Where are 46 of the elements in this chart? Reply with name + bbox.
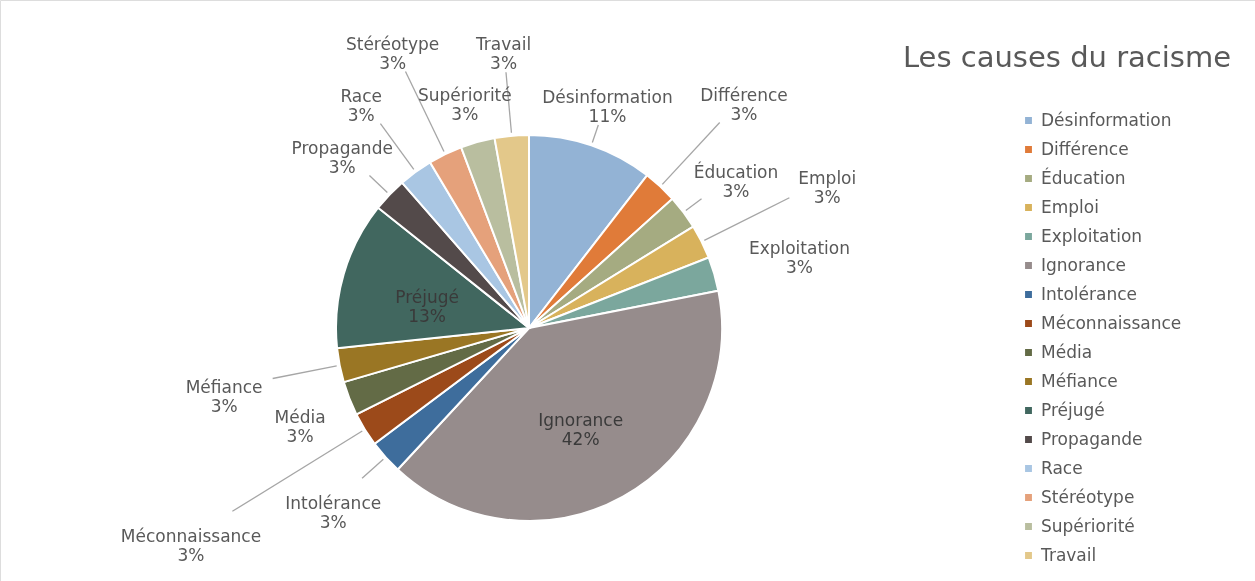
slice-label: Méconnaissance: [120, 525, 262, 546]
slice-label: Propagande: [291, 138, 393, 159]
legend-label: Méconnaissance: [1041, 312, 1182, 333]
data-label: 3%: [286, 425, 314, 446]
data-label: 3%: [319, 512, 347, 533]
slice-label: Exploitation: [748, 237, 850, 258]
legend-label: Exploitation: [1041, 225, 1143, 246]
legend-label: Média: [1041, 341, 1093, 362]
legend-label: Race: [1041, 457, 1083, 478]
legend-label: Intolérance: [1041, 283, 1138, 304]
legend-label: Propagande: [1041, 428, 1143, 449]
slice-label: Stéréotype: [345, 33, 440, 54]
data-label: 3%: [210, 396, 238, 417]
legend-label: Ignorance: [1041, 254, 1126, 275]
legend-label: Désinformation: [1041, 109, 1172, 130]
data-label: 11%: [588, 106, 627, 127]
slice-label: Média: [274, 406, 326, 427]
slice-label: Supériorité: [417, 84, 512, 105]
data-label: 3%: [730, 104, 758, 125]
slice-label: Éducation: [693, 160, 779, 182]
slice-label: Race: [340, 86, 383, 107]
slice-label: Ignorance: [538, 409, 624, 430]
data-label: 3%: [177, 544, 205, 565]
data-label: 3%: [379, 52, 407, 73]
slice-label: Différence: [700, 85, 788, 106]
legend-label: Préjugé: [1041, 399, 1105, 420]
legend-label: Supériorité: [1041, 515, 1135, 536]
legend-label: Travail: [1040, 544, 1097, 565]
legend-label: Différence: [1041, 138, 1129, 159]
legend-label: Stéréotype: [1041, 486, 1135, 507]
data-label: 3%: [785, 256, 813, 277]
slice-label: Méfiance: [185, 377, 263, 398]
slice-label: Emploi: [798, 167, 857, 188]
data-label: 3%: [722, 180, 750, 201]
data-label: 3%: [328, 157, 356, 178]
legend-label: Emploi: [1041, 196, 1099, 217]
legend-label: Éducation: [1041, 166, 1126, 188]
legend-label: Méfiance: [1041, 370, 1118, 391]
data-label: 3%: [490, 53, 518, 74]
slice-label: Désinformation: [542, 87, 673, 108]
chart-title: Les causes du racisme: [902, 40, 1232, 74]
data-label: 3%: [451, 103, 479, 124]
data-label: 42%: [561, 428, 600, 449]
slice-label: Travail: [474, 34, 532, 55]
slice-label: Intolérance: [285, 493, 382, 514]
data-label: 3%: [347, 105, 375, 126]
